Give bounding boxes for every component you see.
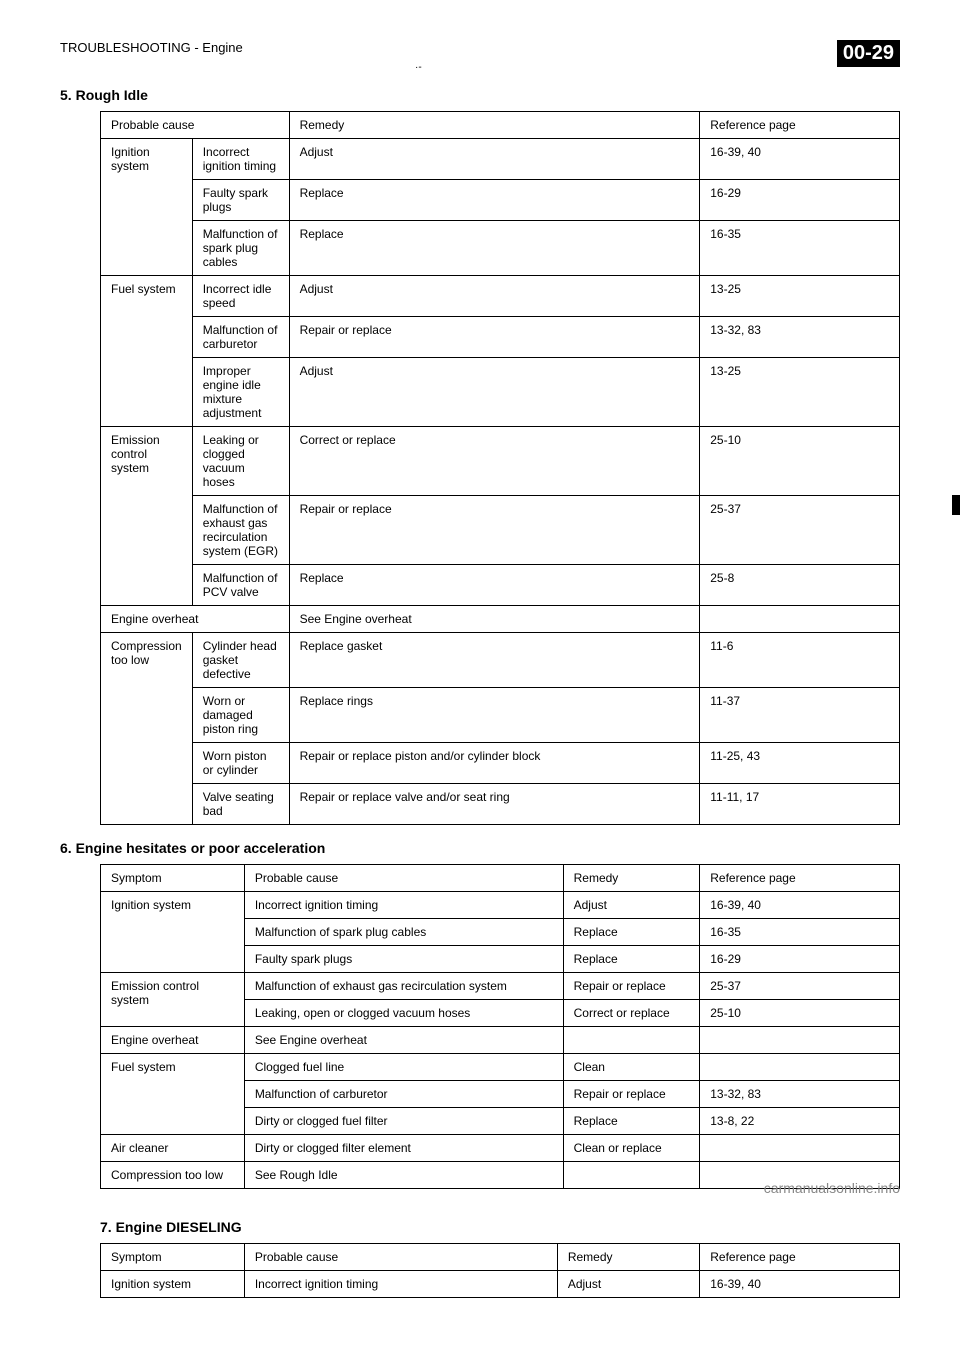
table-header: Remedy bbox=[557, 1244, 699, 1271]
table-row: Emission control system Leaking or clogg… bbox=[101, 427, 900, 496]
decorative-mark: ·- bbox=[415, 62, 422, 73]
table-row: Ignition system Incorrect ignition timin… bbox=[101, 1271, 900, 1298]
table-row: Engine overheat See Engine overheat bbox=[101, 606, 900, 633]
table-header: Reference page bbox=[700, 865, 900, 892]
header-breadcrumb: TROUBLESHOOTING - Engine bbox=[60, 40, 243, 55]
table-row: Malfunction of carburetor Repair or repl… bbox=[101, 317, 900, 358]
table-row: Emission control system Malfunction of e… bbox=[101, 973, 900, 1000]
table-header: Remedy bbox=[289, 112, 700, 139]
watermark: carmanualsonline.info bbox=[764, 1180, 900, 1196]
table-dieseling: Symptom Probable cause Remedy Reference … bbox=[100, 1243, 900, 1298]
table-hesitates: Symptom Probable cause Remedy Reference … bbox=[100, 864, 900, 1189]
table-header: Symptom bbox=[101, 1244, 245, 1271]
table-row: Faulty spark plugs Replace 16-29 bbox=[101, 180, 900, 221]
table-row: Malfunction of spark plug cables Replace… bbox=[101, 221, 900, 276]
table-row: Improper engine idle mixture adjustment … bbox=[101, 358, 900, 427]
table-header: Probable cause bbox=[244, 865, 563, 892]
table-row: Ignition system Incorrect ignition timin… bbox=[101, 139, 900, 180]
side-marker bbox=[952, 495, 960, 515]
page-number: 00-29 bbox=[837, 40, 900, 67]
table-header: Remedy bbox=[563, 865, 700, 892]
section-1-title: 5. Rough Idle bbox=[60, 87, 900, 103]
table-header: Reference page bbox=[700, 112, 900, 139]
table-row: Air cleaner Dirty or clogged filter elem… bbox=[101, 1135, 900, 1162]
table-row: Engine overheat See Engine overheat bbox=[101, 1027, 900, 1054]
table-header: Reference page bbox=[700, 1244, 900, 1271]
table-row: Worn piston or cylinder Repair or replac… bbox=[101, 743, 900, 784]
table-header: Probable cause bbox=[101, 112, 290, 139]
table-row: Valve seating bad Repair or replace valv… bbox=[101, 784, 900, 825]
table-row: Worn or damaged piston ring Replace ring… bbox=[101, 688, 900, 743]
table-row: Fuel system Clogged fuel line Clean bbox=[101, 1054, 900, 1081]
table-row: Compression too low Cylinder head gasket… bbox=[101, 633, 900, 688]
table-rough-idle: Probable cause Remedy Reference page Ign… bbox=[100, 111, 900, 825]
section-3-title: 7. Engine DIESELING bbox=[100, 1219, 900, 1235]
table-row: Fuel system Incorrect idle speed Adjust … bbox=[101, 276, 900, 317]
table-row: Ignition system Incorrect ignition timin… bbox=[101, 892, 900, 919]
table-row: Malfunction of exhaust gas recirculation… bbox=[101, 496, 900, 565]
section-2-title: 6. Engine hesitates or poor acceleration bbox=[60, 840, 900, 856]
table-header: Probable cause bbox=[244, 1244, 557, 1271]
table-header: Symptom bbox=[101, 865, 245, 892]
table-row: Malfunction of PCV valve Replace 25-8 bbox=[101, 565, 900, 606]
